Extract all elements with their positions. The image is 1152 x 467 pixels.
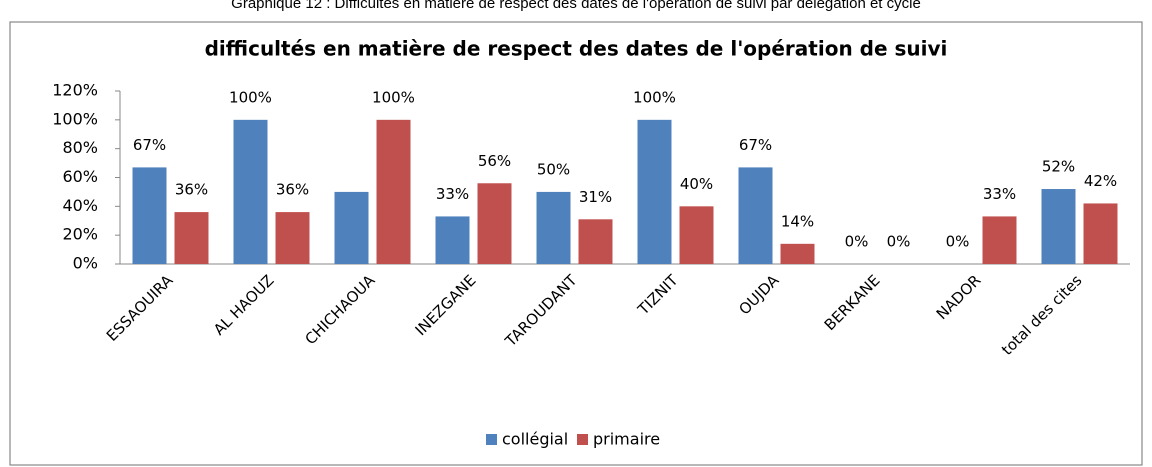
value-label: 67% [133,136,166,154]
y-tick-label: 60% [62,167,98,186]
legend-swatch [486,434,497,445]
value-label: 0% [845,233,869,251]
value-label: 50% [537,160,570,178]
y-tick-label: 80% [62,138,98,157]
chart-title: difficultés en matière de respect des da… [205,37,948,61]
bar [637,119,672,264]
legend-swatch [577,434,588,445]
value-label: 14% [781,212,814,230]
value-label: 100% [372,88,415,106]
bar [780,243,815,264]
bar [679,206,714,264]
bar [982,216,1017,264]
bar [1083,203,1118,264]
y-tick-label: 120% [52,81,98,100]
y-tick-label: 100% [52,109,98,128]
y-tick-label: 20% [62,225,98,244]
bar [334,191,369,264]
value-label: 67% [739,136,772,154]
bar [578,219,613,264]
legend-label: primaire [593,430,660,449]
value-label: 42% [1084,172,1117,190]
value-label: 56% [478,152,511,170]
bar [233,119,268,264]
bar [738,167,773,264]
bar [275,212,310,264]
value-label: 31% [579,188,612,206]
value-label: 0% [887,233,911,251]
value-label: 100% [229,88,272,106]
value-label: 52% [1042,158,1075,176]
y-tick-label: 40% [62,196,98,215]
bar [435,216,470,264]
value-label: 36% [276,181,309,199]
bar [536,191,571,264]
value-label: 33% [983,185,1016,203]
legend-label: collégial [502,430,568,449]
value-label: 0% [946,233,970,251]
value-label: 36% [175,181,208,199]
bar [477,183,512,264]
bar [1041,189,1076,264]
value-label: 33% [436,185,469,203]
caption: Graphique 12 : Difficultés en matière de… [231,0,921,12]
value-label: 100% [633,88,676,106]
bar [174,212,209,264]
bar [132,167,167,264]
y-tick-label: 0% [73,254,98,273]
bar [376,119,411,264]
value-label: 40% [680,175,713,193]
